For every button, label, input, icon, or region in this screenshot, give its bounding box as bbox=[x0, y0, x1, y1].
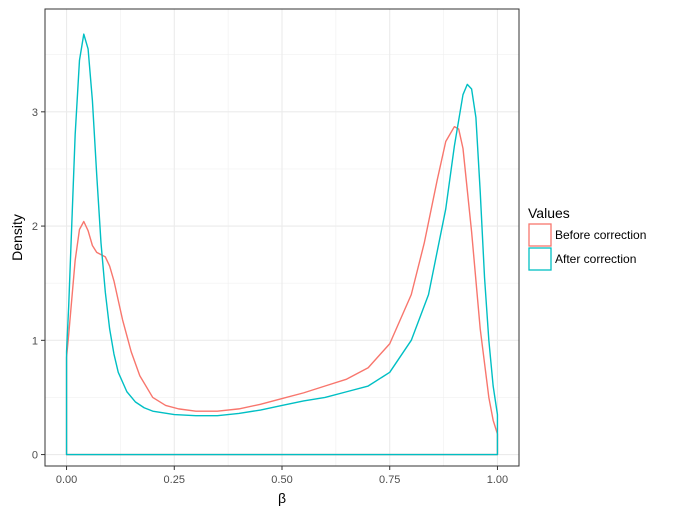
x-tick-label: 0.50 bbox=[271, 474, 292, 486]
series-line-before-correction bbox=[65, 125, 499, 456]
series-lines bbox=[65, 33, 499, 456]
legend-key-before-correction bbox=[528, 223, 552, 247]
x-tick-label: 0.25 bbox=[164, 474, 185, 486]
x-tick-label: 0.75 bbox=[379, 474, 400, 486]
x-axis-title: β bbox=[278, 490, 286, 506]
axis-ticks: 0.00 0.25 0.50 0.75 1.00 0 1 2 3 bbox=[32, 107, 508, 486]
series-line-after-correction bbox=[65, 33, 499, 456]
grid bbox=[45, 9, 519, 466]
legend: Values Before correction After correction bbox=[528, 205, 646, 271]
legend-label-after-correction: After correction bbox=[555, 252, 636, 266]
legend-label-before-correction: Before correction bbox=[555, 228, 646, 242]
y-tick-label: 2 bbox=[32, 221, 38, 233]
y-tick-label: 1 bbox=[32, 335, 38, 347]
x-tick-label: 1.00 bbox=[487, 474, 508, 486]
y-tick-label: 0 bbox=[32, 450, 38, 462]
y-axis-title: Density bbox=[9, 214, 25, 261]
legend-key-after-correction bbox=[528, 247, 552, 271]
x-tick-label: 0.00 bbox=[56, 474, 77, 486]
y-tick-label: 3 bbox=[32, 107, 38, 119]
legend-title: Values bbox=[528, 205, 570, 221]
